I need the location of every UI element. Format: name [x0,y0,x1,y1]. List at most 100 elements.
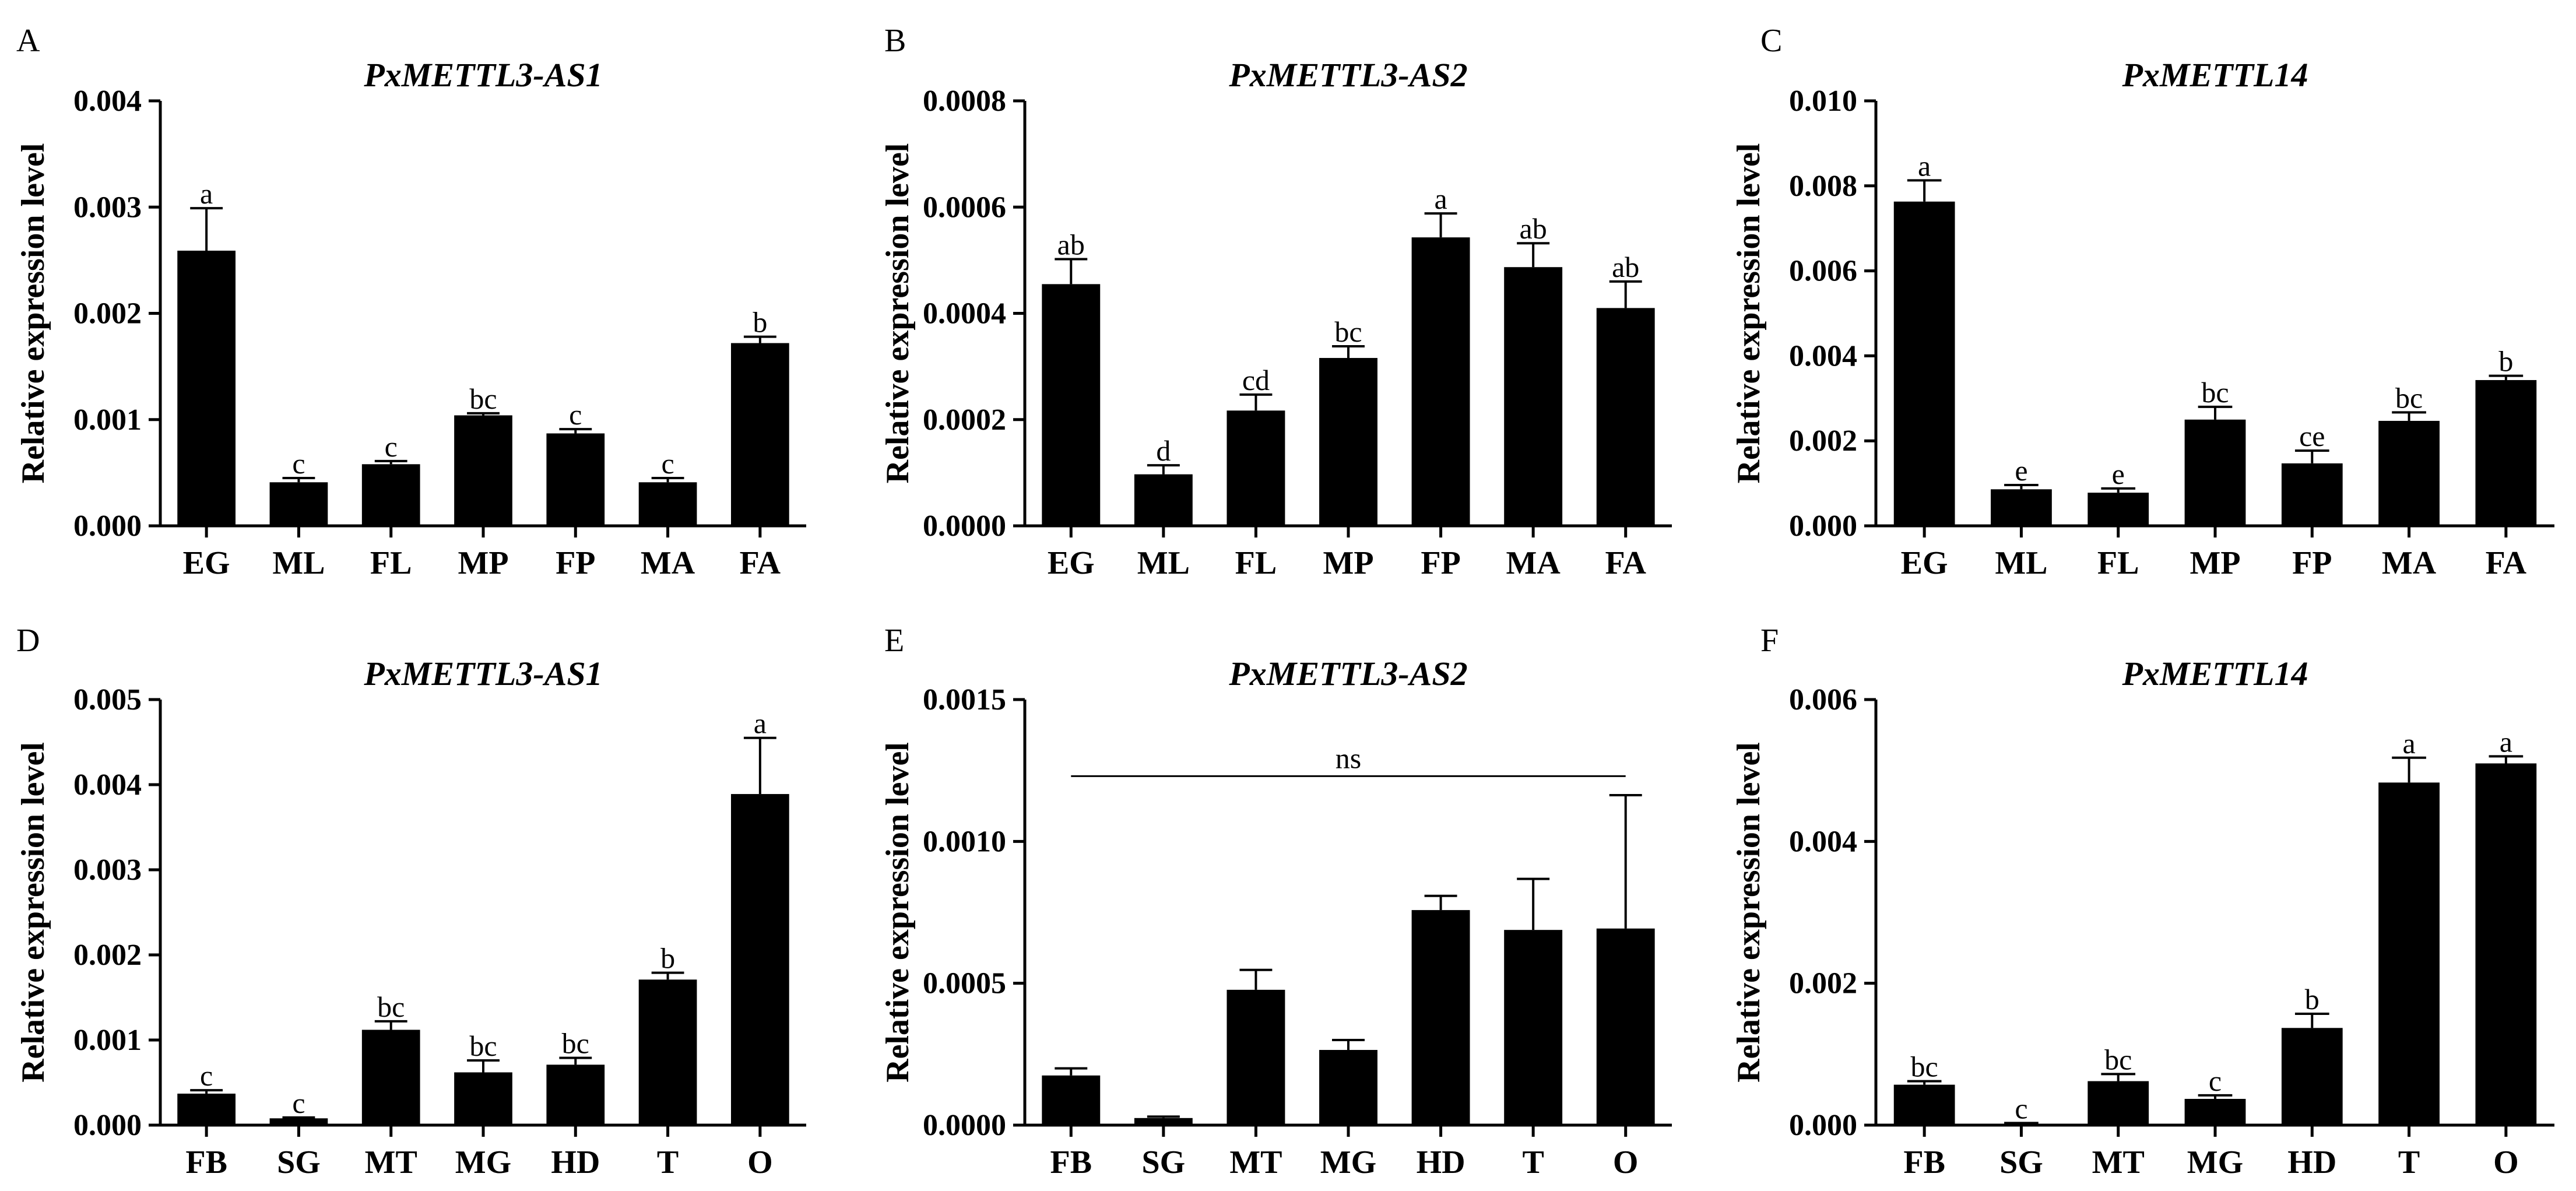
bar-ma [638,482,697,526]
chart-panel-f: F PxMETTL14 Relative expression level 0.000… [1731,623,2554,1181]
x-tick-label: FA [2486,545,2527,581]
significance-label: cd [1242,364,1270,396]
x-tick-label: MG [2187,1144,2243,1181]
chart-title: PxMETTL3-AS1 [363,56,602,94]
y-tick-label: 0.004 [1789,339,1857,373]
x-tick-label: MA [2382,545,2437,581]
x-tick-label: MT [365,1144,417,1181]
y-tick-label: 0.004 [73,768,142,802]
significance-label: bc [377,990,405,1023]
panel-letter: D [16,623,40,659]
y-tick-label: 0.006 [1789,683,1857,716]
x-tick-label: FP [1421,545,1460,581]
significance-label: bc [469,1030,497,1062]
x-tick-label: FL [2097,545,2139,581]
bar-mg [2184,1098,2246,1125]
chart-title: PxMETTL14 [2122,655,2308,693]
x-tick-label: EG [1901,545,1948,581]
bar-fl [361,464,420,526]
bar-o [730,794,789,1125]
bar-fa [1596,308,1655,526]
panel-letter: C [1760,23,1782,59]
significance-label: bc [2201,376,2229,409]
x-tick-label: FA [1605,545,1646,581]
y-tick-label: 0.002 [73,939,142,972]
y-tick-label: 0.010 [1789,85,1857,118]
bar-mt [361,1030,420,1125]
y-tick-label: 0.005 [73,683,142,716]
bar-ml [1134,474,1193,526]
bar-mg [1319,1050,1377,1125]
x-tick-label: MG [1320,1144,1376,1181]
y-tick-label: 0.003 [73,191,142,224]
bar-eg [1893,201,1955,526]
x-tick-label: EG [1048,545,1095,581]
bar-fp [2281,463,2343,526]
significance-label: b [753,306,767,339]
significance-label: ab [1612,251,1639,283]
bar-t [638,979,697,1125]
x-tick-label: ML [1137,545,1190,581]
x-tick-label: T [2398,1144,2420,1181]
x-tick-label: SG [277,1144,321,1181]
significance-label: c [292,447,305,480]
bar-eg [177,250,236,526]
bar-fb [177,1093,236,1125]
y-tick-label: 0.006 [1789,255,1857,288]
bar-sg [269,1118,328,1125]
chart-title: PxMETTL3-AS2 [1228,56,1467,94]
x-tick-label: MP [1323,545,1373,581]
y-tick-label: 0.003 [73,853,142,887]
ns-label: ns [1336,742,1361,774]
chart-panel-e: E PxMETTL3-AS2 Relative expression level0.… [880,623,1672,1181]
significance-label: e [2015,454,2027,487]
y-tick-label: 0.001 [73,1024,142,1057]
y-tick-label: 0.0005 [923,967,1006,1000]
bar-ma [1504,267,1563,526]
bar-mp [1319,358,1377,526]
x-tick-label: FB [1050,1144,1092,1181]
y-tick-label: 0.000 [73,1109,142,1142]
bar-fp [1411,237,1470,526]
bar-hd [1411,910,1470,1125]
y-tick-label: 0.0000 [923,510,1006,543]
x-tick-label: O [2493,1144,2519,1181]
y-tick-label: 0.0006 [923,191,1006,224]
y-tick-label: 0.0008 [923,85,1006,118]
x-tick-label: FA [740,545,781,581]
y-tick-label: 0.000 [73,510,142,543]
panel-letter: F [1760,623,1779,659]
bar-t [1504,930,1563,1125]
chart-panel-a: A PxMETTL3-AS1 Relative expression level 0.… [15,23,806,581]
significance-label: c [661,447,674,480]
panel-letter: A [16,23,40,59]
y-tick-label: 0.008 [1789,170,1857,203]
bar-o [1596,928,1655,1125]
bar-ml [1991,489,2052,526]
y-axis-label: Relative expression level [880,143,916,484]
bar-mt [1227,989,1285,1125]
chart-panel-d: D PxMETTL3-AS1 Relative expression level 0.… [15,623,806,1181]
significance-label: b [660,942,675,975]
significance-label: a [1434,182,1447,215]
significance-label: a [1918,149,1931,182]
significance-label: a [2500,725,2512,758]
bar-hd [546,1064,605,1125]
significance-label: a [2402,727,2415,760]
x-tick-label: FP [556,545,595,581]
x-tick-label: ML [272,545,325,581]
significance-label: bc [1334,315,1362,348]
bar-fa [2475,380,2537,526]
bar-ml [269,482,328,526]
bar-eg [1042,284,1101,526]
significance-label: ce [2299,420,2325,452]
y-tick-label: 0.002 [1789,424,1857,458]
x-tick-label: T [1522,1144,1544,1181]
x-tick-label: FB [1903,1144,1945,1181]
bar-sg [1991,1123,2052,1125]
bar-ma [2378,420,2440,526]
y-tick-label: 0.004 [73,85,142,118]
x-tick-label: SG [1999,1144,2043,1181]
significance-label: c [2209,1064,2222,1097]
